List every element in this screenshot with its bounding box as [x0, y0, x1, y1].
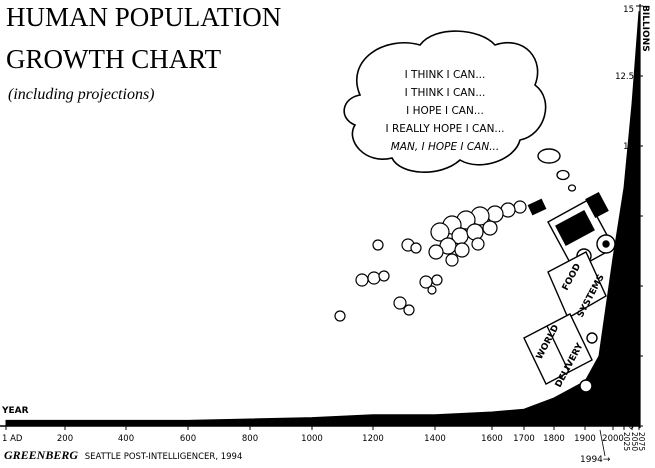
thought-bubble-text: I THINK I CAN... I THINK I CAN... I HOPE… — [360, 66, 530, 156]
locomotive — [527, 191, 616, 271]
marker-1994-arrow — [599, 429, 606, 457]
marker-1994-label: 1994→ — [580, 455, 611, 465]
world-delivery-car — [523, 313, 593, 385]
thought-puff-1 — [537, 148, 561, 164]
artist-signature: GREENBERG — [4, 448, 79, 462]
chart-title-line1: HUMAN POPULATION — [6, 2, 282, 32]
x-tick-label: 400 — [118, 434, 134, 444]
artist-credit: GREENBERG SEATTLE POST-INTELLIGENCER, 19… — [4, 448, 242, 463]
chart-title-line2: GROWTH CHART — [6, 44, 222, 74]
credit-source: SEATTLE POST-INTELLIGENCER, 1994 — [84, 452, 243, 462]
marker-1994-text: 1994 — [580, 455, 603, 465]
x-tick-label: 800 — [242, 434, 258, 444]
x-tick-label: 1800 — [543, 434, 565, 444]
x-axis-title: YEAR — [2, 406, 29, 416]
x-tick-label: 2075 — [637, 432, 646, 451]
population-area — [5, 11, 641, 427]
x-tick-label: 600 — [180, 434, 196, 444]
x-ticks: 1 AD 200 400 600 800 1000 1200 1400 1600 1700 1800… — [2, 426, 646, 451]
bubble-line-1: I THINK I CAN... — [404, 69, 486, 81]
bubble-line-4: I REALLY HOPE I CAN... — [385, 123, 505, 135]
x-tick-label: 1900 — [574, 434, 596, 444]
bubble-line-3: I HOPE I CAN... — [406, 105, 484, 117]
y-tick-label: 12.5 — [615, 72, 634, 82]
x-tick-label: 1600 — [481, 434, 503, 444]
y-tick-label: 15 — [623, 5, 634, 15]
thought-puff-3 — [567, 184, 577, 192]
chart-subtitle: (including projections) — [8, 86, 155, 103]
train — [523, 191, 616, 393]
x-tick-label: 2050 — [630, 432, 639, 451]
x-tick-label: 1400 — [424, 434, 446, 444]
thought-puff-2 — [556, 169, 570, 181]
x-tick-label: 1200 — [362, 434, 384, 444]
x-tick-label: 2000 — [602, 434, 624, 444]
y-tick-label: 0 — [629, 422, 634, 432]
y-axis-title: BILLIONS — [640, 5, 650, 52]
x-tick-label: 1700 — [513, 434, 535, 444]
x-tick-label: 200 — [57, 434, 73, 444]
x-tick-label: 1 AD — [2, 434, 23, 444]
bubble-line-2: I THINK I CAN... — [404, 87, 486, 99]
x-tick-label: 1000 — [301, 434, 323, 444]
food-systems-car — [547, 251, 607, 319]
x-tick-label: 2025 — [622, 432, 631, 451]
bubble-line-5: MAN, I HOPE I CAN... — [390, 141, 500, 153]
smoke-cloud — [334, 200, 527, 322]
thought-bubble — [343, 30, 547, 173]
